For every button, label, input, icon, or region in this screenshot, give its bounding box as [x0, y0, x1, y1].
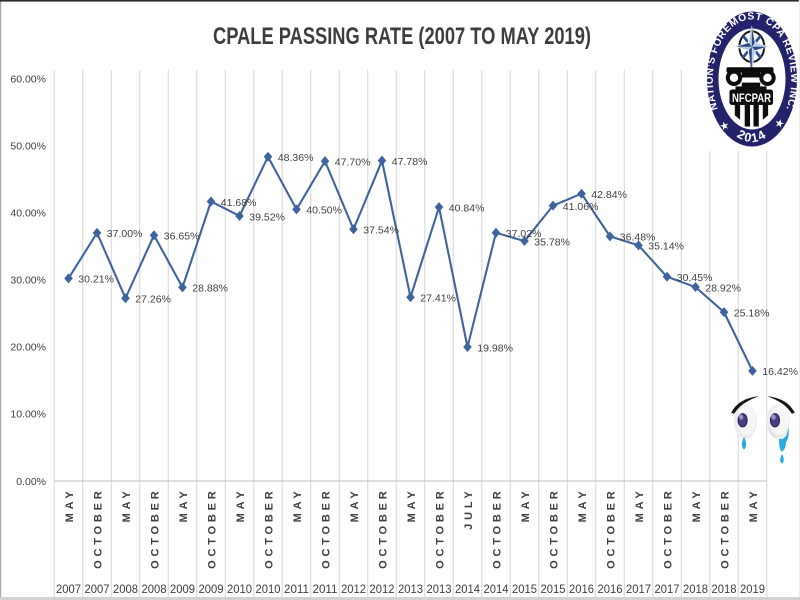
svg-text:36.48%: 36.48% — [620, 232, 656, 244]
svg-text:2015: 2015 — [512, 582, 537, 596]
svg-text:47.70%: 47.70% — [335, 156, 371, 168]
svg-text:MAY: MAY — [406, 488, 418, 523]
svg-text:2014: 2014 — [735, 127, 770, 145]
svg-text:2018: 2018 — [683, 582, 708, 596]
svg-text:2014: 2014 — [484, 582, 509, 596]
svg-text:MAY: MAY — [520, 488, 532, 523]
svg-text:2010: 2010 — [227, 582, 252, 596]
svg-text:37.02%: 37.02% — [506, 228, 542, 240]
svg-text:2016: 2016 — [569, 582, 594, 596]
svg-text:16.42%: 16.42% — [762, 366, 798, 378]
svg-text:2010: 2010 — [256, 582, 281, 596]
svg-text:MAY: MAY — [235, 488, 247, 523]
svg-text:48.36%: 48.36% — [278, 152, 314, 164]
svg-text:MAY: MAY — [691, 488, 703, 523]
svg-text:MAY: MAY — [748, 488, 760, 523]
svg-text:35.14%: 35.14% — [648, 241, 684, 253]
svg-text:MAY: MAY — [577, 488, 589, 523]
svg-text:2013: 2013 — [398, 582, 423, 596]
svg-text:OCTOBER: OCTOBER — [662, 488, 674, 569]
svg-text:MAY: MAY — [292, 488, 304, 523]
svg-text:OCTOBER: OCTOBER — [320, 488, 332, 569]
svg-text:37.00%: 37.00% — [107, 228, 143, 240]
svg-text:OCTOBER: OCTOBER — [491, 488, 503, 569]
svg-text:OCTOBER: OCTOBER — [263, 488, 275, 569]
svg-text:MAY: MAY — [121, 488, 133, 523]
svg-text:2008: 2008 — [142, 582, 167, 596]
svg-text:2015: 2015 — [541, 582, 566, 596]
svg-text:0.00%: 0.00% — [16, 476, 46, 488]
svg-text:2018: 2018 — [712, 582, 737, 596]
svg-text:27.41%: 27.41% — [420, 292, 456, 304]
svg-text:35.78%: 35.78% — [534, 236, 570, 248]
svg-text:40.00%: 40.00% — [10, 208, 46, 220]
svg-text:OCTOBER: OCTOBER — [377, 488, 389, 569]
svg-text:OCTOBER: OCTOBER — [434, 488, 446, 569]
svg-text:28.92%: 28.92% — [705, 282, 741, 294]
svg-text:OCTOBER: OCTOBER — [206, 488, 218, 569]
svg-text:OCTOBER: OCTOBER — [719, 488, 731, 569]
svg-text:40.50%: 40.50% — [306, 205, 342, 217]
svg-text:30.45%: 30.45% — [677, 272, 713, 284]
svg-text:JULY: JULY — [463, 488, 475, 530]
svg-text:CPALE PASSING RATE (2007 TO MA: CPALE PASSING RATE (2007 TO MAY 2019) — [213, 23, 591, 50]
svg-text:2017: 2017 — [626, 582, 651, 596]
svg-text:41.06%: 41.06% — [563, 201, 599, 213]
svg-text:2009: 2009 — [170, 582, 195, 596]
svg-text:2011: 2011 — [284, 582, 309, 596]
svg-text:MAY: MAY — [178, 488, 190, 523]
svg-text:27.26%: 27.26% — [135, 293, 171, 305]
svg-text:2009: 2009 — [199, 582, 224, 596]
svg-text:★: ★ — [773, 117, 786, 131]
svg-text:2016: 2016 — [598, 582, 623, 596]
svg-text:OCTOBER: OCTOBER — [149, 488, 161, 569]
svg-text:30.21%: 30.21% — [78, 274, 114, 286]
svg-text:2011: 2011 — [313, 582, 338, 596]
svg-text:2007: 2007 — [85, 582, 110, 596]
svg-text:OCTOBER: OCTOBER — [548, 488, 560, 569]
svg-text:19.98%: 19.98% — [477, 342, 513, 354]
svg-text:10.00%: 10.00% — [10, 409, 46, 421]
svg-text:2017: 2017 — [655, 582, 680, 596]
svg-text:20.00%: 20.00% — [10, 342, 46, 354]
svg-text:2007: 2007 — [56, 582, 81, 596]
svg-text:2012: 2012 — [370, 582, 395, 596]
svg-text:37.54%: 37.54% — [363, 225, 399, 237]
svg-text:2013: 2013 — [427, 582, 452, 596]
svg-text:47.78%: 47.78% — [392, 156, 428, 168]
svg-text:OCTOBER: OCTOBER — [605, 488, 617, 569]
svg-text:2014: 2014 — [455, 582, 480, 596]
svg-text:2019: 2019 — [740, 582, 765, 596]
svg-text:39.52%: 39.52% — [249, 211, 285, 223]
svg-text:42.84%: 42.84% — [591, 189, 627, 201]
svg-text:30.00%: 30.00% — [10, 275, 46, 287]
svg-text:★: ★ — [718, 119, 731, 133]
svg-text:MAY: MAY — [634, 488, 646, 523]
svg-text:MAY: MAY — [64, 488, 76, 523]
svg-text:41.68%: 41.68% — [221, 197, 257, 209]
svg-text:40.84%: 40.84% — [449, 202, 485, 214]
svg-text:50.00%: 50.00% — [10, 141, 46, 153]
svg-text:MAY: MAY — [349, 488, 361, 523]
svg-text:NFCPAR: NFCPAR — [732, 93, 772, 105]
svg-text:60.00%: 60.00% — [10, 73, 46, 85]
svg-text:25.18%: 25.18% — [734, 307, 770, 319]
svg-text:36.65%: 36.65% — [164, 231, 200, 243]
svg-text:OCTOBER: OCTOBER — [92, 488, 104, 569]
svg-text:2008: 2008 — [113, 582, 138, 596]
svg-text:28.88%: 28.88% — [192, 283, 228, 295]
svg-text:2012: 2012 — [341, 582, 366, 596]
